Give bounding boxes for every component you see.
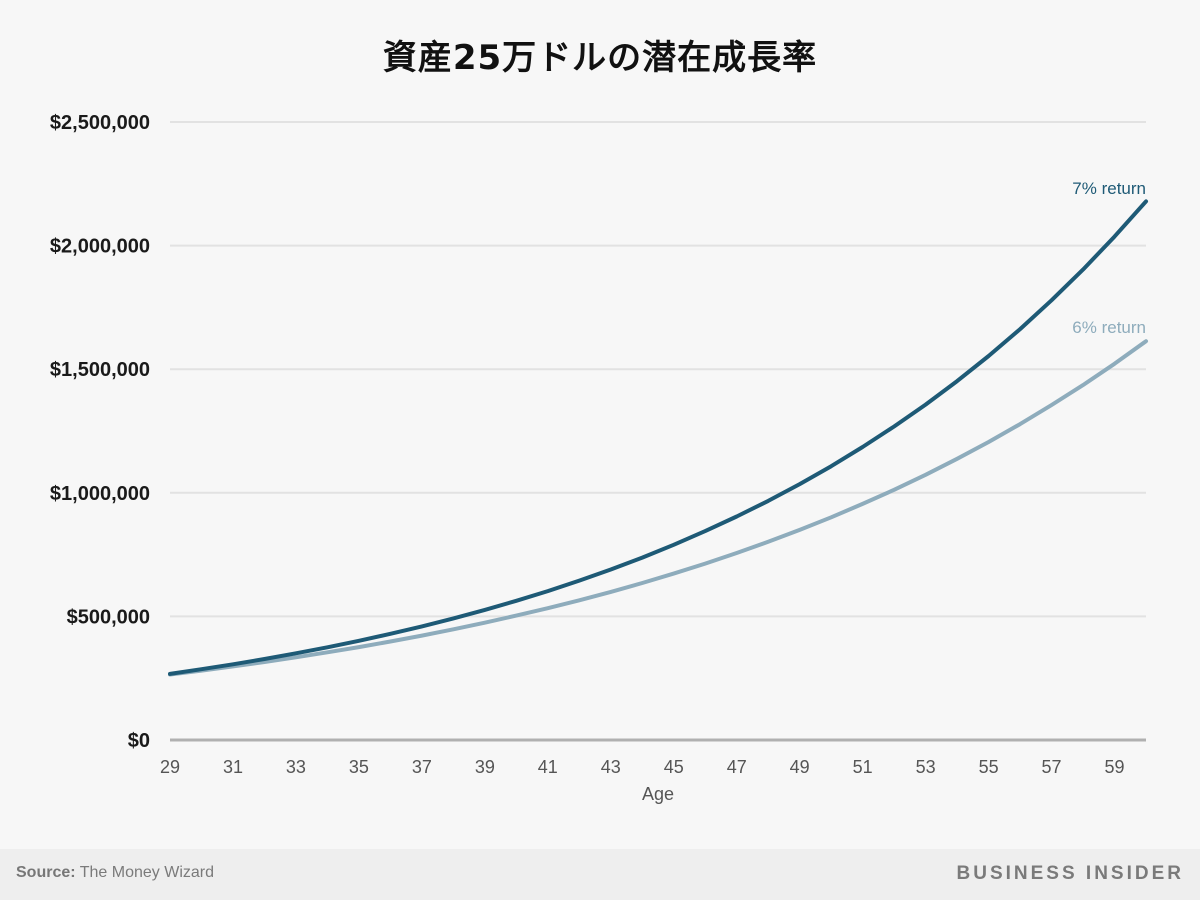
x-tick-label: 47 bbox=[727, 757, 747, 777]
x-tick-label: 41 bbox=[538, 757, 558, 777]
chart-title: 資産25万ドルの潜在成長率 bbox=[382, 38, 818, 78]
gridlines bbox=[170, 121, 1146, 618]
series-line-7-percent bbox=[168, 199, 1148, 676]
source-value: The Money Wizard bbox=[79, 864, 214, 881]
series-label-7-percent: 7% return bbox=[1072, 179, 1146, 198]
x-tick-label: 49 bbox=[790, 757, 810, 777]
x-tick-label: 43 bbox=[601, 757, 621, 777]
x-tick-label: 59 bbox=[1105, 757, 1125, 777]
x-tick-label: 53 bbox=[916, 757, 936, 777]
footer: Source: The Money Wizard BUSINESS INSIDE… bbox=[0, 849, 1200, 900]
x-tick-label: 51 bbox=[853, 757, 873, 777]
y-tick-label: $0 bbox=[128, 730, 150, 752]
x-tick-label: 29 bbox=[160, 757, 180, 777]
x-tick-label: 33 bbox=[286, 757, 306, 777]
series-label-6-percent: 6% return bbox=[1072, 318, 1146, 337]
source-credit: Source: The Money Wizard bbox=[16, 864, 214, 882]
y-tick-label: $2,500,000 bbox=[50, 112, 150, 134]
brand-logo: BUSINESS INSIDER bbox=[956, 863, 1184, 884]
y-tick-label: $1,000,000 bbox=[50, 483, 150, 505]
y-axis-ticks: $0 $500,000 $1,000,000 $1,500,000 $2,000,000… bbox=[50, 112, 150, 752]
y-tick-label: $2,000,000 bbox=[50, 236, 150, 258]
x-tick-label: 57 bbox=[1042, 757, 1062, 777]
x-tick-label: 31 bbox=[223, 757, 243, 777]
source-label: Source: bbox=[16, 864, 76, 881]
x-tick-label: 35 bbox=[349, 757, 369, 777]
y-tick-label: $500,000 bbox=[67, 606, 150, 628]
x-tick-label: 45 bbox=[664, 757, 684, 777]
series-line-6-percent bbox=[168, 339, 1148, 677]
x-tick-label: 39 bbox=[475, 757, 495, 777]
line-chart: $0 $500,000 $1,000,000 $1,500,000 $2,000,000… bbox=[50, 112, 1148, 804]
x-tick-label: 55 bbox=[979, 757, 999, 777]
x-axis-ticks: 29 31 33 35 37 39 41 43 45 47 49 51 53 55 57 59 bbox=[160, 757, 1125, 777]
x-tick-label: 37 bbox=[412, 757, 432, 777]
x-axis-label: Age bbox=[642, 784, 674, 804]
y-tick-label: $1,500,000 bbox=[50, 359, 150, 381]
